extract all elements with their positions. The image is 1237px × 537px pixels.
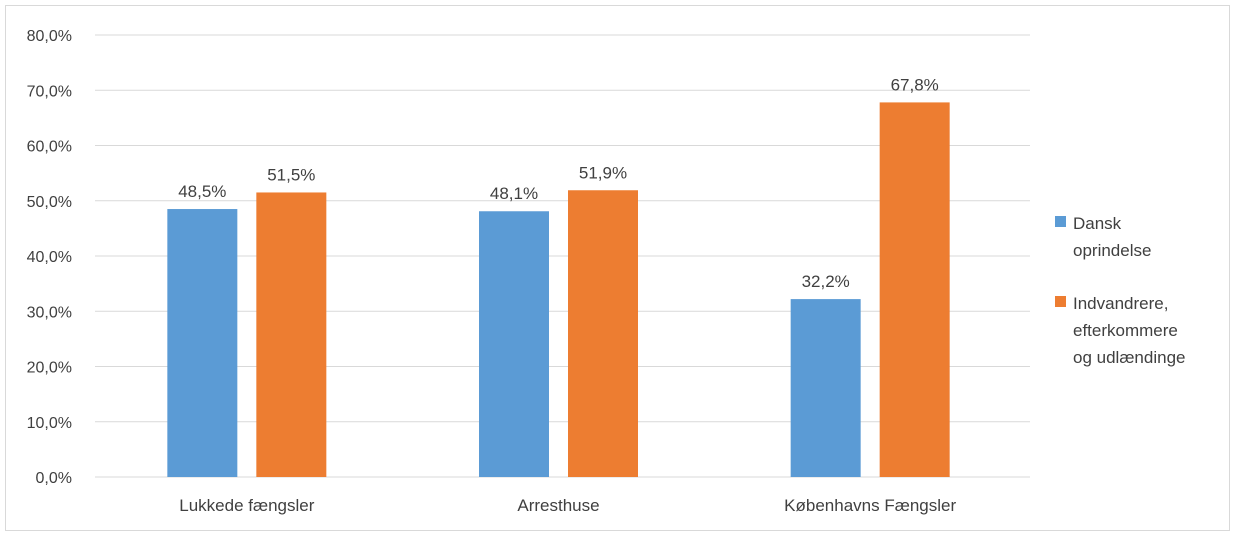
bar-indvandrere-1 bbox=[568, 190, 638, 477]
y-tick-label-4: 40,0% bbox=[27, 249, 72, 266]
bar-dansk-2 bbox=[790, 299, 861, 477]
y-tick-label-8: 80,0% bbox=[27, 28, 72, 45]
data-label-dansk-2: 32,2% bbox=[802, 272, 850, 291]
data-label-dansk-1: 48,1% bbox=[490, 184, 538, 203]
data-label-dansk-0: 48,5% bbox=[178, 182, 226, 201]
bar-dansk-1 bbox=[479, 211, 549, 477]
data-label-indvandrere-1: 51,9% bbox=[579, 163, 627, 182]
legend-swatch-dansk bbox=[1055, 216, 1066, 227]
legend-label-indvandrere: Indvandrere, efterkommere og udlændinge bbox=[1073, 294, 1186, 367]
category-label-2: Københavns Fængsler bbox=[784, 496, 956, 515]
y-tick-label-5: 50,0% bbox=[27, 194, 72, 211]
bar-indvandrere-2 bbox=[879, 102, 950, 477]
bar-dansk-0 bbox=[167, 209, 238, 477]
data-label-indvandrere-0: 51,5% bbox=[267, 165, 315, 184]
legend: Dansk oprindelse Indvandrere, efterkomme… bbox=[1055, 210, 1230, 397]
category-label-1: Arresthuse bbox=[517, 496, 599, 515]
category-label-0: Lukkede fængsler bbox=[179, 496, 314, 515]
y-tick-label-0: 0,0% bbox=[36, 470, 72, 487]
legend-label-dansk: Dansk oprindelse bbox=[1073, 214, 1152, 260]
data-label-indvandrere-2: 67,8% bbox=[891, 75, 939, 94]
legend-item-indvandrere: Indvandrere, efterkommere og udlændinge bbox=[1055, 290, 1230, 371]
y-tick-label-3: 30,0% bbox=[27, 304, 72, 321]
legend-item-dansk: Dansk oprindelse bbox=[1055, 210, 1230, 264]
y-tick-label-7: 70,0% bbox=[27, 83, 72, 100]
bar-indvandrere-0 bbox=[256, 192, 327, 477]
y-tick-label-1: 10,0% bbox=[27, 415, 72, 432]
y-tick-label-2: 20,0% bbox=[27, 360, 72, 377]
legend-swatch-indvandrere bbox=[1055, 296, 1066, 307]
y-tick-label-6: 60,0% bbox=[27, 139, 72, 156]
